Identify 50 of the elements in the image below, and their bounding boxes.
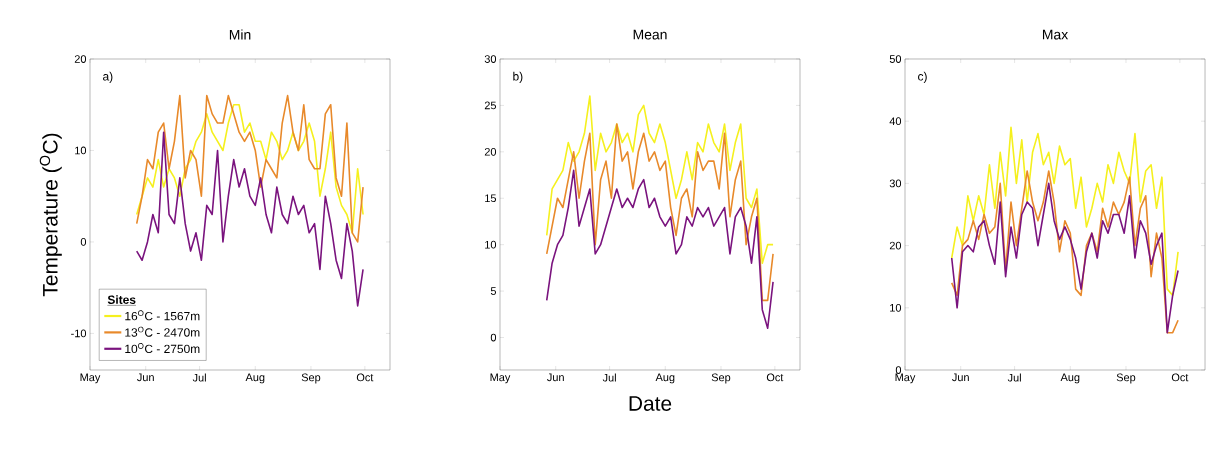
y-tick-label: 10: [485, 240, 497, 249]
x-tick-label: Jun: [952, 373, 969, 382]
y-tick-label: 5: [490, 287, 497, 295]
legend-label: 13$^{O}$C - 2470m: [125, 326, 200, 337]
y-tick-label: -10: [71, 329, 87, 338]
y-tick-label: 10: [890, 303, 902, 312]
y-tick-label: 30: [484, 55, 497, 63]
legend-title: Sites: [107, 295, 136, 304]
line-series: [545, 123, 774, 302]
y-tick-label: 0: [895, 366, 902, 374]
chart-title: Max: [1042, 29, 1069, 40]
legend-label: 16$^{O}$C - 1567m: [125, 310, 200, 321]
x-tick-label: Sep: [1116, 373, 1136, 384]
y-tick-label: 25: [484, 101, 497, 110]
x-tick-label: Jul: [602, 373, 616, 382]
legend-label: 10$^{O}$C - 2750m: [125, 343, 200, 354]
y-tick-label: 20: [74, 55, 87, 63]
line-series: [135, 131, 364, 307]
x-tick-label: Sep: [711, 373, 731, 384]
x-axis-title: Date: [629, 396, 672, 411]
y-tick-label: 50: [889, 55, 902, 63]
y-tick-label: 10: [75, 146, 87, 155]
annotation: a): [103, 71, 113, 83]
x-tick-label: Jul: [1007, 373, 1021, 382]
x-tick-label: Sep: [301, 373, 321, 384]
x-tick-label: May: [895, 373, 916, 384]
x-tick-label: Oct: [356, 373, 374, 382]
x-tick-label: Aug: [655, 373, 675, 384]
chart-title: Min: [229, 29, 251, 40]
y-tick-label: 30: [889, 179, 902, 188]
y-tick-label: 40: [889, 117, 902, 126]
x-tick-label: Jun: [547, 373, 564, 382]
y-axis-title: Temperature ($^{O}$C): [39, 133, 62, 297]
y-tick-label: 15: [485, 194, 497, 203]
x-tick-label: Aug: [245, 373, 265, 384]
x-tick-label: Jun: [137, 373, 154, 382]
y-tick-label: 0: [80, 238, 87, 246]
line-series: [950, 126, 1179, 297]
x-tick-label: Oct: [1171, 373, 1189, 382]
x-tick-label: Jul: [192, 373, 206, 382]
x-tick-label: Aug: [1060, 373, 1080, 384]
y-tick-label: 20: [484, 147, 497, 156]
x-tick-label: Oct: [766, 373, 784, 382]
x-tick-label: May: [490, 373, 511, 384]
chart-title: Mean: [633, 29, 667, 40]
annotation: b): [513, 71, 523, 83]
y-tick-label: 0: [490, 333, 497, 342]
y-tick-label: 20: [889, 241, 902, 250]
x-tick-label: May: [80, 373, 101, 384]
annotation: c): [918, 71, 927, 83]
